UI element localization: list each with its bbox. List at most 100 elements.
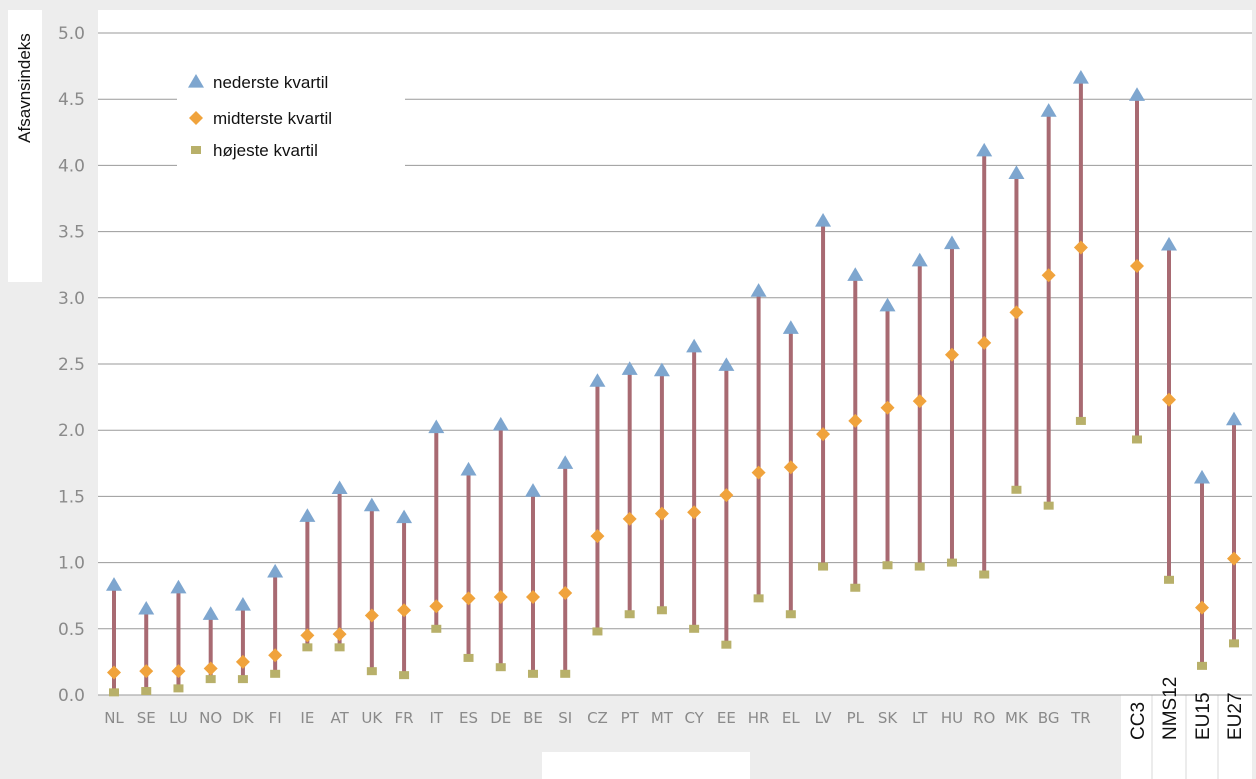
marker-nederste-kvartil [363, 497, 380, 512]
legend-marker-hoejeste-kvartil [191, 146, 201, 154]
marker-midterste-kvartil [558, 586, 573, 601]
marker-hoejeste-kvartil [1043, 501, 1054, 510]
marker-nederste-kvartil [170, 579, 187, 594]
marker-hoejeste-kvartil [431, 624, 442, 633]
marker-midterste-kvartil [687, 505, 702, 520]
marker-hoejeste-kvartil [527, 669, 538, 678]
marker-hoejeste-kvartil [237, 675, 248, 684]
marker-midterste-kvartil [1009, 305, 1024, 320]
marker-hoejeste-kvartil [1011, 485, 1022, 494]
marker-hoejeste-kvartil [721, 640, 732, 649]
marker-nederste-kvartil [782, 320, 799, 334]
marker-hoejeste-kvartil [399, 671, 410, 680]
marker-hoejeste-kvartil [979, 570, 990, 579]
marker-nederste-kvartil [428, 419, 445, 434]
y-tick-label: 1.0 [58, 554, 85, 574]
x-tick-label: MT [651, 709, 674, 727]
marker-hoejeste-kvartil [366, 667, 377, 676]
marker-midterste-kvartil [848, 413, 863, 428]
marker-hoejeste-kvartil [1197, 661, 1207, 670]
y-tick-label: 3.0 [58, 289, 85, 309]
marker-nederste-kvartil [718, 357, 735, 371]
y-tick-label: 2.0 [58, 421, 85, 441]
marker-midterste-kvartil [719, 488, 734, 503]
marker-midterste-kvartil [332, 627, 347, 642]
x-tick-label: UK [361, 709, 383, 727]
x-tick-label: SE [137, 709, 156, 727]
y-axis-label: Afsavnsindeks [15, 33, 34, 143]
legend-box [177, 68, 405, 170]
marker-nederste-kvartil [815, 213, 832, 227]
ylabel-background [8, 10, 42, 282]
marker-hoejeste-kvartil [914, 562, 925, 571]
x-tick-label: IT [430, 709, 444, 727]
x-tick-label: LV [815, 709, 833, 727]
marker-hoejeste-kvartil [173, 684, 184, 693]
legend: nederste kvartil midterste kvartil højeste… [177, 68, 405, 170]
marker-nederste-kvartil [234, 596, 251, 611]
x-tick-label: BE [523, 709, 543, 727]
marker-midterste-kvartil [590, 529, 605, 544]
marker-nederste-kvartil [847, 267, 864, 281]
y-tick-label: 2.5 [58, 355, 85, 375]
marker-midterste-kvartil [977, 335, 992, 350]
marker-nederste-kvartil [106, 577, 122, 591]
x-tick-label: HU [941, 709, 963, 727]
x-tick-label: CZ [587, 709, 608, 727]
marker-midterste-kvartil [912, 394, 927, 409]
marker-hoejeste-kvartil [850, 583, 861, 592]
marker-nederste-kvartil [1226, 411, 1242, 426]
marker-nederste-kvartil [621, 361, 638, 375]
marker-midterste-kvartil [1227, 551, 1241, 566]
marker-hoejeste-kvartil [624, 610, 635, 619]
x-tick-label: EU15 [1193, 692, 1214, 740]
marker-midterste-kvartil [1195, 600, 1209, 615]
marker-nederste-kvartil [267, 563, 284, 578]
x-tick-label: PT [621, 709, 640, 727]
marker-midterste-kvartil [751, 465, 766, 480]
marker-hoejeste-kvartil [205, 675, 216, 684]
marker-midterste-kvartil [203, 661, 218, 676]
marker-midterste-kvartil [622, 511, 637, 526]
marker-nederste-kvartil [653, 362, 670, 377]
marker-midterste-kvartil [1130, 259, 1144, 274]
marker-nederste-kvartil [460, 461, 477, 476]
marker-nederste-kvartil [976, 142, 993, 157]
marker-nederste-kvartil [1072, 70, 1089, 84]
x-tick-label: NO [199, 709, 222, 727]
marker-nederste-kvartil [524, 483, 541, 497]
marker-midterste-kvartil [364, 608, 379, 623]
legend-marker-midterste-kvartil [189, 111, 203, 125]
x-tick-label: IE [300, 709, 314, 727]
x-tick-label: SK [878, 709, 899, 727]
marker-hoejeste-kvartil [302, 643, 313, 652]
marker-nederste-kvartil [1040, 103, 1057, 117]
marker-midterste-kvartil [461, 591, 476, 606]
marker-nederste-kvartil [879, 297, 896, 312]
marker-midterste-kvartil [816, 427, 831, 442]
marker-midterste-kvartil [493, 590, 508, 605]
marker-midterste-kvartil [880, 400, 895, 415]
marker-hoejeste-kvartil [463, 653, 474, 662]
y-tick-label: 4.5 [58, 90, 85, 110]
marker-nederste-kvartil [1194, 469, 1210, 484]
y-tick-label: 5.0 [58, 24, 85, 44]
y-tick-label: 0.0 [58, 686, 85, 706]
marker-hoejeste-kvartil [689, 624, 700, 633]
marker-nederste-kvartil [750, 283, 767, 297]
x-tick-label: ES [459, 709, 478, 727]
x-tick-label: SI [558, 709, 572, 727]
x-tick-label: FR [395, 709, 414, 727]
marker-hoejeste-kvartil [785, 610, 796, 619]
marker-midterste-kvartil [654, 506, 669, 521]
bottom-blank-box [542, 752, 750, 779]
x-tick-label: DE [490, 709, 511, 727]
marker-hoejeste-kvartil [1164, 575, 1174, 584]
marker-midterste-kvartil [397, 603, 412, 618]
marker-hoejeste-kvartil [109, 688, 119, 697]
marker-midterste-kvartil [300, 628, 315, 643]
marker-hoejeste-kvartil [656, 606, 667, 615]
y-tick-label: 4.0 [58, 156, 85, 176]
marker-nederste-kvartil [1161, 236, 1177, 251]
marker-nederste-kvartil [396, 509, 413, 524]
